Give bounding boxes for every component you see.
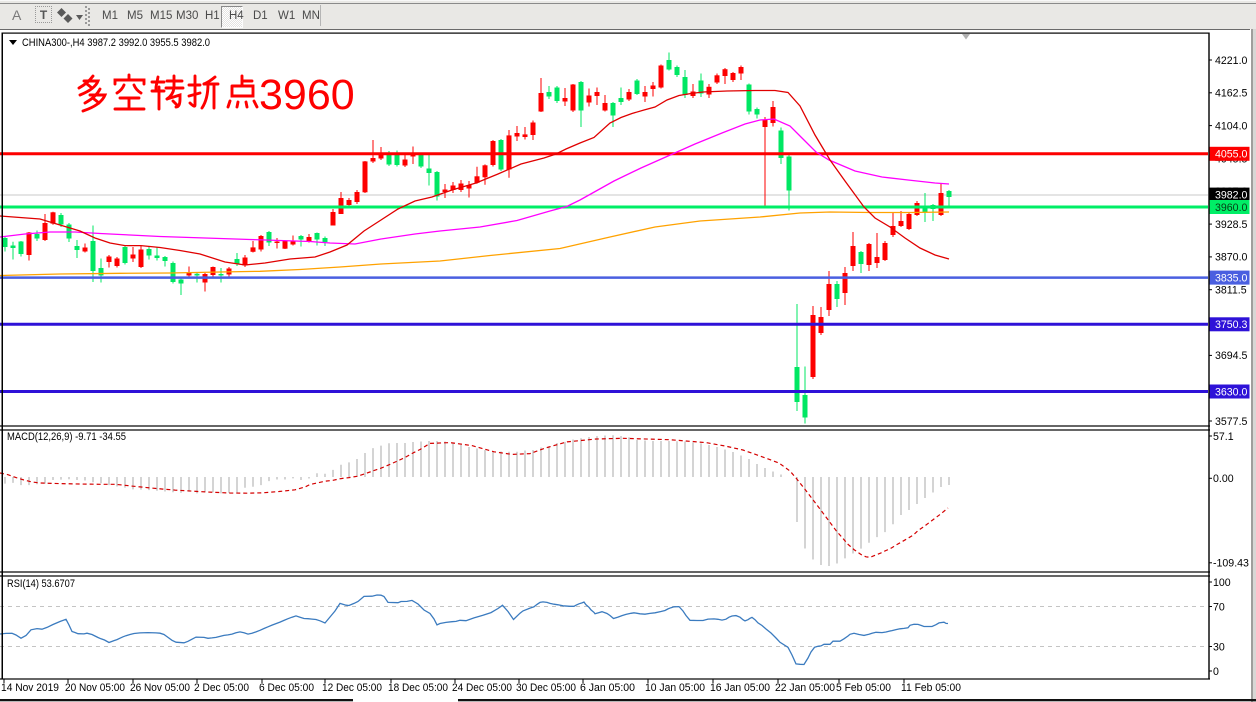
svg-text:4162.5: 4162.5	[1215, 88, 1248, 100]
svg-text:4221.0: 4221.0	[1215, 55, 1248, 67]
svg-text:10 Jan 05:00: 10 Jan 05:00	[645, 682, 705, 694]
svg-text:70: 70	[1213, 601, 1225, 613]
svg-text:3835.0: 3835.0	[1215, 272, 1248, 284]
svg-text:20 Nov 05:00: 20 Nov 05:00	[65, 682, 125, 694]
svg-text:2 Dec 05:00: 2 Dec 05:00	[194, 682, 249, 694]
svg-text:3750.3: 3750.3	[1215, 319, 1248, 331]
svg-text:CHINA300-,H4 3987.2 3992.0 39: CHINA300-,H4 3987.2 3992.0 3955.5 3982.0	[22, 37, 210, 49]
svg-text:3960.0: 3960.0	[1215, 202, 1248, 214]
svg-text:MACD(12,26,9) -9.71 -34.55: MACD(12,26,9) -9.71 -34.55	[7, 431, 126, 443]
svg-text:3870.0: 3870.0	[1215, 252, 1248, 264]
svg-text:4055.0: 4055.0	[1215, 149, 1248, 161]
svg-text:0: 0	[1213, 666, 1219, 678]
svg-text:3630.0: 3630.0	[1215, 386, 1248, 398]
svg-text:24 Dec 05:00: 24 Dec 05:00	[452, 682, 512, 694]
svg-text:26 Nov 05:00: 26 Nov 05:00	[130, 682, 190, 694]
svg-text:100: 100	[1213, 577, 1231, 589]
svg-text:3982.0: 3982.0	[1215, 189, 1248, 201]
svg-text:3811.5: 3811.5	[1215, 285, 1247, 297]
svg-text:11 Feb 05:00: 11 Feb 05:00	[901, 682, 961, 694]
svg-text:3694.5: 3694.5	[1215, 350, 1248, 362]
svg-text:6 Dec 05:00: 6 Dec 05:00	[259, 682, 314, 694]
svg-text:16 Jan 05:00: 16 Jan 05:00	[710, 682, 770, 694]
svg-text:4104.0: 4104.0	[1215, 120, 1248, 132]
svg-text:30: 30	[1213, 641, 1225, 653]
svg-text:3577.5: 3577.5	[1215, 416, 1248, 428]
svg-text:57.1: 57.1	[1213, 431, 1234, 443]
svg-text:30 Dec 05:00: 30 Dec 05:00	[516, 682, 576, 694]
svg-text:RSI(14) 53.6707: RSI(14) 53.6707	[7, 578, 75, 590]
svg-text:14 Nov 2019: 14 Nov 2019	[1, 682, 59, 694]
svg-text:12 Dec 05:00: 12 Dec 05:00	[322, 682, 382, 694]
svg-text:3928.5: 3928.5	[1215, 219, 1248, 231]
svg-text:6 Jan 05:00: 6 Jan 05:00	[580, 682, 635, 694]
svg-text:3960: 3960	[259, 71, 355, 119]
svg-text:22 Jan 05:00: 22 Jan 05:00	[775, 682, 835, 694]
svg-text:0.00: 0.00	[1213, 473, 1234, 485]
svg-text:-109.43: -109.43	[1213, 558, 1249, 570]
svg-text:5 Feb 05:00: 5 Feb 05:00	[836, 682, 891, 694]
svg-text:18 Dec 05:00: 18 Dec 05:00	[388, 682, 448, 694]
